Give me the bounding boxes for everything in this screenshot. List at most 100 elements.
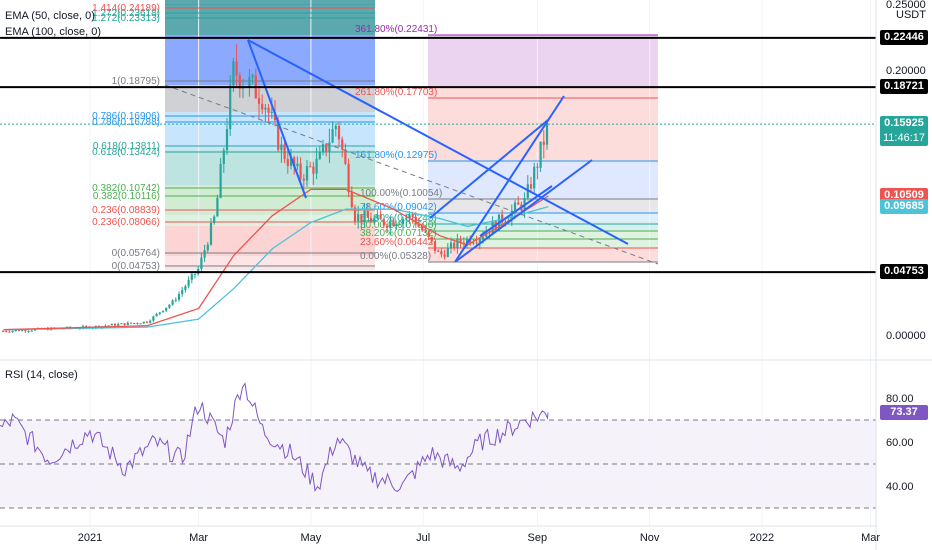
candle-body — [366, 211, 369, 218]
rsi-tag: 73.37 — [880, 404, 928, 420]
candle-body — [206, 244, 209, 251]
candle-body — [315, 158, 318, 174]
fib-zone-right — [428, 35, 658, 88]
candle-body — [401, 219, 405, 225]
fib-label-right: 161.80%(0.12975) — [355, 150, 437, 161]
candle-body — [475, 242, 478, 244]
candle-body — [232, 61, 235, 86]
fib-label-right: 61.80%(0.08248) — [360, 213, 437, 224]
candle-body — [360, 214, 363, 222]
candle-body — [110, 323, 113, 326]
candle-body — [261, 103, 264, 110]
fib-zone-left — [165, 256, 375, 270]
candle-body — [174, 299, 177, 301]
candle-body — [318, 151, 321, 159]
candle-body — [264, 107, 267, 110]
candle-body — [222, 150, 225, 165]
candle-body — [267, 107, 270, 113]
candle-body — [510, 210, 513, 220]
rsi-line — [0, 382, 549, 493]
candle-body — [30, 330, 33, 332]
candle-body — [517, 202, 520, 205]
fib-label-left: 0.618(0.13424) — [92, 147, 160, 158]
fib-label-right: 50.00%(0.07690) — [360, 220, 437, 231]
candle-body — [235, 61, 238, 76]
candle-body — [341, 139, 344, 150]
candle-body — [379, 214, 382, 220]
fib-label-right: 361.80%(0.22431) — [355, 24, 437, 35]
candle-body — [392, 220, 395, 226]
dashed-trendline — [164, 84, 659, 265]
fib-label-left: 0.236(0.08066) — [92, 217, 160, 228]
price-tick: 0.25000 — [886, 0, 926, 11]
candle-body — [465, 238, 469, 245]
fib-label-left: 0.382(0.10742) — [92, 183, 160, 194]
candle-body — [136, 322, 139, 324]
candle-body — [357, 214, 360, 222]
candle-body — [405, 217, 408, 220]
fib-label-left: 1.272(0.23618) — [92, 8, 160, 19]
candle-body — [398, 224, 401, 226]
candle-body — [421, 226, 424, 231]
candle-body — [417, 224, 421, 227]
candle-body — [203, 250, 206, 258]
candle-body — [433, 241, 437, 251]
candle-body — [213, 216, 216, 223]
candle-body — [11, 330, 14, 332]
candle-body — [85, 326, 88, 328]
fib-label-left: 0.236(0.08839) — [92, 205, 160, 216]
candle-body — [385, 225, 389, 228]
time-tick: Mar — [189, 532, 208, 544]
candle-body — [177, 293, 181, 300]
candle-body — [225, 129, 229, 151]
candle-body — [424, 230, 427, 232]
fib-zone-left — [165, 215, 375, 226]
candle-body — [481, 236, 485, 239]
candle-body — [149, 320, 152, 323]
candle-body — [533, 166, 536, 189]
price-tag: 0.22446 — [880, 29, 928, 45]
time-tick: Sep — [528, 532, 548, 544]
rsi-label[interactable]: RSI (14, close) — [5, 369, 78, 381]
fib-label-left: 0.618(0.13811) — [93, 141, 160, 152]
fib-zone-right — [428, 213, 658, 221]
ema50-label[interactable]: EMA (50, close, 0) — [5, 10, 95, 22]
rsi-tick: 60.00 — [886, 437, 914, 449]
fib-zone-left — [165, 35, 375, 85]
candle-body — [24, 330, 27, 332]
fib-label-left: 0(0.05764) — [112, 248, 160, 259]
price-tag: 0.09685 — [880, 198, 928, 214]
candle-body — [229, 85, 232, 130]
candle-body — [200, 257, 203, 269]
candle-body — [414, 216, 417, 225]
candle-body — [328, 142, 331, 152]
fib-zone-left — [165, 112, 375, 150]
candle-body — [286, 159, 289, 166]
candle-body — [296, 163, 299, 167]
candle-body — [501, 214, 504, 223]
candle-body — [168, 304, 171, 308]
price-tag: 0.15925 11:46:17 — [880, 116, 928, 147]
candle-body — [472, 242, 475, 244]
ema100-label[interactable]: EMA (100, close, 0) — [5, 26, 101, 38]
time-tick: Mar — [861, 532, 880, 544]
fib-zone-right — [428, 248, 658, 262]
candle-body — [347, 163, 350, 193]
candle-body — [152, 316, 155, 321]
candle-body — [456, 238, 459, 249]
candle-body — [312, 166, 315, 174]
candle-body — [165, 307, 168, 311]
candle-body — [542, 141, 545, 145]
candle-body — [248, 77, 251, 87]
candle-body — [161, 310, 165, 313]
candle-body — [453, 242, 456, 249]
candle-body — [449, 242, 453, 248]
candle-body — [113, 323, 117, 326]
trendline — [454, 159, 593, 263]
candle-body — [334, 125, 337, 130]
time-tick: Nov — [640, 532, 660, 544]
candle-body — [181, 290, 184, 294]
candle-body — [446, 247, 449, 257]
